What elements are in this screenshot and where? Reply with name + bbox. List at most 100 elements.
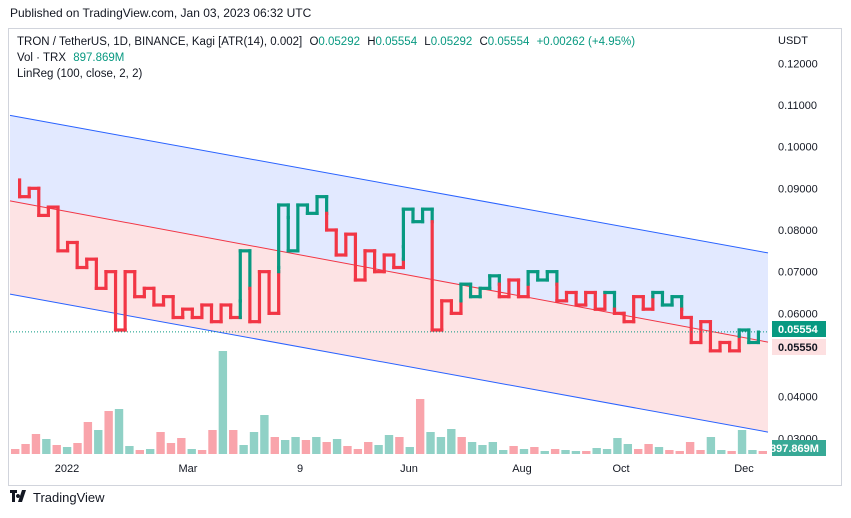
regression-lower-line (9, 293, 769, 433)
y-tick-label: 0.07000 (778, 267, 818, 279)
volume-bar (706, 437, 716, 454)
legend-open: 0.05292 (318, 36, 360, 48)
volume-bar (11, 449, 20, 454)
legend-high: 0.05554 (375, 36, 418, 48)
volume-bar (499, 450, 508, 454)
y-tick-label: 0.10000 (778, 142, 818, 154)
volume-bar (654, 447, 664, 454)
volume-bar (301, 440, 311, 454)
volume-bar (571, 451, 581, 454)
volume-bar (83, 422, 93, 454)
legend-close: 0.05554 (487, 36, 530, 48)
volume-bar (519, 449, 529, 454)
volume-bar (634, 449, 643, 454)
volume-bar (395, 437, 404, 454)
volume-bar (52, 445, 61, 454)
volume-bar (737, 430, 747, 454)
regression-mid-line (9, 200, 769, 343)
legend-symbol-row: TRON / TetherUS, 1D, BINANCE, Kagi [ATR(… (17, 34, 643, 50)
regression-price-tag: 0.05550 (778, 342, 818, 354)
volume-bar (623, 444, 633, 454)
volume-bar (21, 444, 30, 454)
volume-bar (280, 440, 290, 454)
volume-bar (727, 451, 736, 454)
x-tick-label: Mar (179, 463, 198, 475)
volume-bar (145, 449, 155, 454)
legend-ohlc: O0.05292 H0.05554 L0.05292 C0.05554 +0.0… (309, 36, 639, 48)
volume-bar (156, 432, 165, 454)
volume-bar (748, 450, 757, 454)
volume-bar (343, 446, 352, 454)
currency-label: USDT (778, 35, 808, 47)
volume-bar (229, 430, 238, 454)
volume-tag: 897.869M (770, 443, 819, 455)
chart-frame[interactable] (8, 28, 842, 486)
x-tick-label: 2022 (55, 463, 79, 475)
volume-bar (364, 442, 373, 454)
legend-low: 0.05292 (430, 36, 473, 48)
legend-o-label: O (309, 36, 319, 48)
legend-volume-row: Vol · TRX 897.869M (17, 50, 643, 66)
legend-change: +0.00262 (+4.95%) (536, 36, 636, 48)
volume-bar (322, 442, 331, 454)
volume-bar (384, 435, 394, 454)
legend-linreg-row: LinReg (100, close, 2, 2) (17, 66, 643, 82)
regression-upper-fill (10, 115, 768, 343)
volume-bar (177, 438, 186, 454)
x-tick-label: Oct (612, 463, 629, 475)
volume-bar (592, 448, 601, 454)
regression-price-tag-bg (772, 339, 826, 355)
volume-bar (665, 450, 674, 454)
volume-bar (104, 411, 113, 454)
last-price-tag: 0.05554 (778, 324, 819, 336)
volume-bar (509, 446, 518, 454)
y-tick-label: 0.04000 (778, 392, 818, 404)
volume-bar (613, 438, 622, 454)
legend-c-label: C (479, 36, 488, 48)
volume-bar (166, 443, 176, 454)
volume-bar (249, 432, 259, 454)
y-tick-label: 0.12000 (778, 58, 818, 70)
volume-bar (197, 450, 207, 454)
legend-linreg: LinReg (100, close, 2, 2) (17, 68, 143, 80)
volume-bar (457, 437, 466, 454)
chart-legend: TRON / TetherUS, 1D, BINANCE, Kagi [ATR(… (17, 34, 643, 82)
volume-bar (675, 451, 684, 454)
tradingview-brand: TradingView (33, 490, 105, 505)
volume-bar (426, 432, 435, 454)
volume-bar (218, 351, 228, 454)
volume-bar (405, 447, 414, 454)
regression-lower-fill (10, 200, 768, 433)
volume-bar (436, 437, 446, 454)
volume-bar (717, 450, 726, 454)
y-tick-label: 0.06000 (778, 308, 818, 320)
volume-bar (582, 451, 591, 454)
volume-bar (374, 445, 383, 454)
volume-bar (685, 442, 695, 454)
y-tick-label: 0.11000 (778, 100, 817, 112)
volume-bar (696, 450, 705, 454)
volume-bar (114, 409, 124, 454)
y-tick-label: 0.08000 (778, 225, 818, 237)
volume-bar (73, 443, 82, 454)
x-tick-label: Aug (512, 463, 532, 475)
regression-upper-line (9, 114, 769, 254)
volume-bar (208, 430, 217, 454)
volume-bar (758, 451, 767, 454)
tradingview-logo[interactable]: TradingView (10, 490, 105, 505)
legend-h-label: H (367, 36, 376, 48)
volume-bar (270, 437, 279, 454)
volume-bar (602, 449, 612, 454)
x-tick-label: 9 (297, 463, 303, 475)
volume-bar (135, 450, 144, 454)
volume-bar (530, 447, 539, 454)
legend-symbol: TRON / TetherUS, 1D, BINANCE, Kagi [ATR(… (17, 36, 303, 48)
volume-bar (644, 444, 653, 454)
legend-vol-value: 897.869M (73, 52, 125, 64)
x-tick-label: Jun (400, 463, 418, 475)
volume-bar (125, 446, 134, 454)
volume-bar (540, 451, 549, 454)
volume-bar (312, 437, 321, 454)
volume-bar (550, 449, 560, 454)
